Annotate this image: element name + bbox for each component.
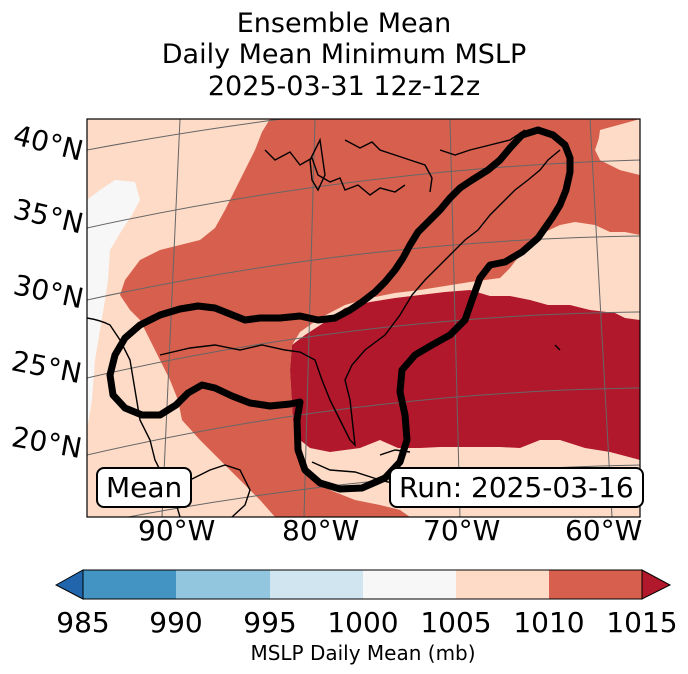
field-1000-1005-texas (87, 180, 140, 430)
colorbar-tick-1010: 1010 (513, 606, 585, 639)
mslp-field (87, 119, 640, 517)
title-line-1: Ensemble Mean (236, 8, 452, 39)
colorbar-tick-995: 995 (243, 606, 297, 639)
lon-label-80w: 80°W (282, 514, 360, 547)
map-frame (86, 118, 641, 518)
title-line-2: Daily Mean Minimum MSLP (161, 39, 527, 70)
title-line-3: 2025-03-31 12z-12z (207, 71, 481, 102)
colorbar-bin-1010-1015 (549, 570, 642, 599)
run-date-box: Run: 2025-03-16 (389, 467, 644, 508)
colorbar-tick-985: 985 (56, 606, 110, 639)
colorbar-bin-990-995 (176, 570, 270, 599)
field-1010-1015-region (120, 119, 640, 517)
lon-label-90w: 90°W (138, 514, 216, 547)
lon-label-70w: 70°W (423, 514, 501, 547)
colorbar-outline (82, 569, 643, 600)
colorbar-bin-1000-1005 (363, 570, 456, 599)
colorbar-extend-high (641, 569, 672, 600)
colorbar-tick-1005: 1005 (420, 606, 492, 639)
colorbar-bin-995-1000 (270, 570, 363, 599)
ensemble-mean-track-contour (106, 126, 574, 493)
colorbar (54, 569, 672, 600)
colorbar-tick-1015: 1015 (606, 606, 678, 639)
colorbar-tick-1000: 1000 (327, 606, 399, 639)
colorbar-bin-1005-1010 (456, 570, 549, 599)
lon-label-60w: 60°W (565, 514, 643, 547)
colorbar-tick-990: 990 (149, 606, 203, 639)
colorbar-bin-985-990 (83, 570, 176, 599)
colorbar-label: MSLP Daily Mean (mb) (250, 641, 476, 665)
field-above-1015-region (290, 290, 640, 460)
colorbar-extend-low (54, 569, 84, 600)
mean-label-box: Mean (96, 467, 193, 508)
